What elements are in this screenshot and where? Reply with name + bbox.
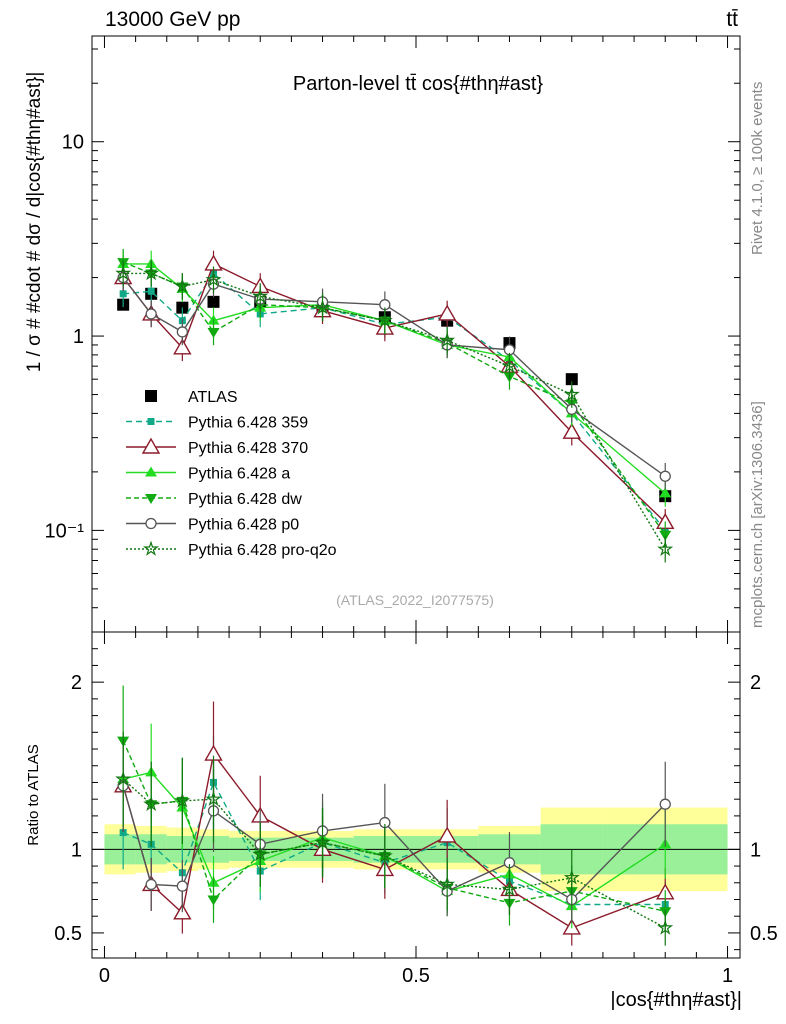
x-tick-label: 0.5 (402, 965, 430, 987)
ratio-y-tick-label: 1 (71, 839, 82, 861)
data-point-pq2o (115, 264, 132, 281)
data-point-pq2o (252, 287, 269, 304)
ratio-plot-panel: 0.5 0.5 1 1 2 2 0 0.5 1 (54, 631, 778, 987)
legend-marker-pp0 (145, 517, 157, 530)
rivet-version-label: Rivet 4.1.0, ≥ 100k events (749, 82, 766, 255)
ratio-point-pq2o (205, 790, 222, 806)
y-tick-label: 1 (73, 326, 84, 348)
data-point-p370 (562, 422, 581, 439)
legend-marker-pa (145, 466, 157, 477)
ratio-frame (91, 631, 741, 959)
y-tick-label: 10 (62, 132, 84, 154)
ratio-point-p370 (437, 826, 457, 843)
energy-label: 13000 GeV pp (105, 8, 240, 31)
data-point-pq2o (439, 331, 456, 348)
ratio-y-tick-label: 0.5 (54, 923, 82, 945)
x-tick-label: 0 (99, 965, 110, 987)
process-label: tt̄ (726, 8, 738, 31)
data-point-pdw (659, 530, 672, 541)
legend: ATLAS Pythia 6.428 359 Pythia 6.428 370 Pyt… (126, 389, 337, 559)
y-tick-label: 10⁻¹ (45, 520, 85, 542)
ratio-point-pp0 (659, 798, 671, 810)
ratio-point-pq2o (439, 875, 456, 892)
ratio-point-pq2o (252, 845, 269, 862)
data-point-atlas (207, 295, 220, 308)
legend-marker-p370 (141, 437, 161, 454)
ratio-y-tick-label-right: 2 (750, 672, 761, 694)
data-point-pq2o (501, 357, 518, 373)
ratio-point-pq2o (143, 795, 160, 812)
legend-label-p370: Pythia 6.428 370 (188, 440, 308, 457)
legend-marker-atlas (145, 390, 157, 402)
ratio-point-pq2o (115, 770, 132, 787)
ratio-line-p359 (122, 780, 666, 906)
data-point-pdw (207, 327, 220, 338)
data-point-pq2o (205, 271, 222, 287)
x-tick-label: 1 (722, 965, 733, 987)
ratio-point-pq2o (314, 834, 331, 850)
ratio-point-pq2o (501, 881, 518, 897)
data-point-pp0 (659, 470, 671, 482)
data-point-pp0 (176, 326, 188, 338)
data-point-pq2o (563, 386, 580, 402)
data-point-p359 (147, 287, 155, 295)
data-point-pq2o (174, 278, 191, 294)
ratio-point-pq2o (376, 847, 393, 863)
data-point-pa (659, 487, 672, 498)
ratio-point-pdw (207, 895, 220, 906)
ratio-y-tick-label: 2 (71, 672, 82, 694)
legend-label-pa: Pythia 6.428 a (188, 466, 290, 483)
legend-marker-pq2o (142, 540, 160, 556)
ratio-point-pq2o (174, 792, 191, 808)
data-point-p359 (119, 290, 127, 298)
legend-label-p359: Pythia 6.428 359 (188, 415, 308, 432)
series-line-pq2o (123, 272, 666, 550)
ratio-y-tick-label-right: 0.5 (750, 923, 778, 945)
ratio-y-tick-label-right: 1 (750, 839, 761, 861)
legend-label-atlas: ATLAS (188, 389, 238, 406)
data-point-pp0 (145, 308, 157, 320)
source-label: mcplots.cern.ch [arXiv:1306.3436] (749, 401, 766, 628)
legend-marker-p359 (147, 418, 155, 425)
data-point-atlas (565, 373, 578, 386)
data-point-p370 (173, 338, 192, 355)
ratio-point-pq2o (563, 869, 580, 885)
data-point-pq2o (376, 312, 393, 328)
main-plot-panel: 10⁻¹ 1 10 (45, 35, 741, 633)
legend-marker-pdw (145, 494, 157, 504)
ratio-point-pp0 (145, 878, 157, 891)
legend-label-pq2o: Pythia 6.428 pro-q2o (188, 542, 337, 559)
ratio-point-pq2o (657, 919, 674, 935)
main-y-axis-label: 1 / σ # #cdot # dσ / d|cos{#thη#ast}| (24, 72, 45, 373)
ratio-point-p359 (119, 829, 127, 837)
legend-label-pp0: Pythia 6.428 p0 (188, 517, 299, 534)
data-point-p370 (437, 304, 457, 321)
chart-title: Parton-level tt̄ cos{#thη#ast} (293, 73, 543, 95)
analysis-tag: (ATLAS_2022_I2077575) (336, 592, 494, 608)
legend-label-pdw: Pythia 6.428 dw (188, 491, 302, 508)
ratio-y-axis-label: Ratio to ATLAS (25, 744, 42, 845)
ratio-point-pp0 (176, 880, 188, 892)
x-axis-label: |cos{#thη#ast}| (610, 989, 742, 1011)
data-point-pq2o (314, 299, 331, 315)
data-point-pq2o (143, 265, 160, 281)
data-point-pq2o (657, 540, 674, 557)
